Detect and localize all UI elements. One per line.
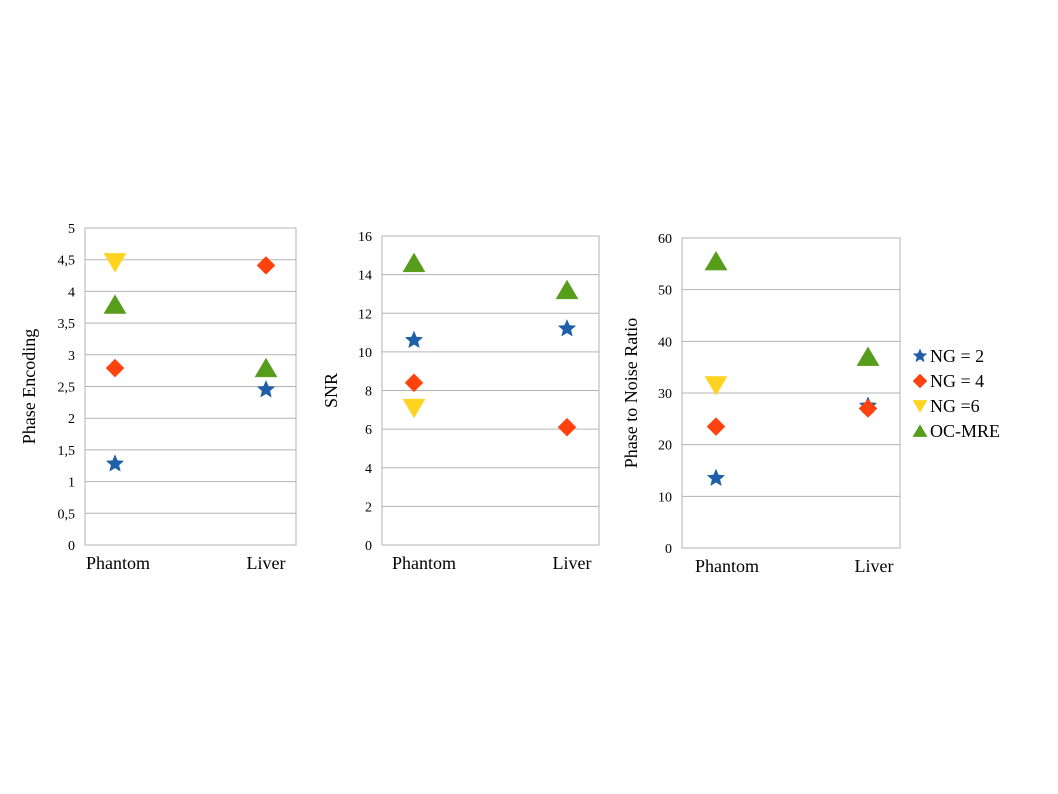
- y-tick-label: 1,5: [58, 444, 76, 459]
- y-tick-label: 2,5: [58, 381, 76, 396]
- y-tick-label: 16: [358, 230, 372, 245]
- diamond-icon: [912, 373, 928, 389]
- y-tick-label: 20: [658, 439, 672, 454]
- y-tick-label: 10: [658, 490, 672, 505]
- data-point-diamond: [557, 417, 577, 437]
- data-point-diamond: [858, 399, 878, 418]
- y-tick-label: 40: [658, 335, 672, 350]
- star-icon: [912, 348, 928, 363]
- y-tick-label: 3,5: [58, 317, 76, 332]
- x-category-label: Liver: [855, 556, 894, 576]
- data-point-triangle-up: [103, 294, 127, 314]
- data-point-diamond: [105, 358, 125, 378]
- data-point-triangle-up: [402, 252, 426, 273]
- legend-label: NG =6: [930, 396, 980, 416]
- legend-label: NG = 4: [930, 371, 984, 391]
- plot-frame: [84, 227, 297, 546]
- y-tick-label: 6: [365, 423, 372, 438]
- y-tick-label: 10: [358, 346, 372, 361]
- chart-panel-2: 0 2 4 6 8 10 12 14 16 Phantom Liver SNR: [321, 230, 600, 573]
- data-point-star: [256, 380, 276, 398]
- y-tick-label: 0: [68, 539, 75, 554]
- y-axis-label: Phase to Noise Ratio: [621, 318, 641, 469]
- x-category-label: Phantom: [392, 553, 456, 573]
- legend: NG = 2 NG = 4 NG =6 OC-MRE: [912, 346, 1000, 441]
- x-category-label: Phantom: [86, 553, 150, 573]
- data-point-diamond: [404, 373, 424, 393]
- data-point-triangle-down: [103, 253, 127, 273]
- plot-frame: [681, 237, 901, 549]
- data-point-star: [404, 330, 424, 349]
- triangle-up-icon: [912, 424, 928, 437]
- y-tick-label: 4: [68, 285, 75, 300]
- y-tick-label: 3: [68, 349, 75, 364]
- x-category-label: Phantom: [695, 556, 759, 576]
- y-tick-label: 2: [68, 412, 75, 427]
- chart-panel-3: 0 10 20 30 40 50 60 Phantom Liver Phase to Noise …: [621, 232, 901, 576]
- y-tick-label: 30: [658, 387, 672, 402]
- y-tick-label: 50: [658, 284, 672, 299]
- data-point-diamond: [256, 256, 276, 275]
- data-point-triangle-up: [254, 357, 278, 378]
- y-tick-label: 2: [365, 500, 372, 515]
- y-tick-label: 0: [665, 542, 672, 557]
- y-tick-label: 0,5: [58, 507, 76, 522]
- y-tick-label: 4,5: [58, 254, 76, 269]
- data-point-triangle-up: [555, 279, 579, 300]
- y-axis-label: SNR: [321, 373, 341, 408]
- data-point-star: [557, 319, 577, 337]
- chart-panel-1: 0 0,5 1 1,5 2 2,5 3 3,5 4 4,5 5 Phantom Liver Phase E…: [19, 222, 297, 573]
- y-tick-label: 4: [365, 462, 372, 477]
- data-point-star: [706, 468, 726, 487]
- y-tick-label: 8: [365, 385, 372, 400]
- data-point-triangle-down: [402, 398, 426, 419]
- data-point-triangle-up: [704, 250, 728, 271]
- data-point-diamond: [706, 417, 726, 436]
- y-tick-label: 0: [365, 539, 372, 554]
- x-category-label: Liver: [553, 553, 592, 573]
- y-tick-label: 14: [358, 269, 372, 284]
- data-point-star: [105, 454, 125, 472]
- y-tick-label: 1: [68, 476, 75, 491]
- x-category-label: Liver: [247, 553, 286, 573]
- plot-frame: [381, 235, 600, 546]
- legend-label: OC-MRE: [930, 421, 1000, 441]
- y-axis-label: Phase Encoding: [19, 329, 39, 444]
- y-tick-label: 60: [658, 232, 672, 247]
- triangle-down-icon: [912, 400, 928, 413]
- legend-label: NG = 2: [930, 346, 984, 366]
- y-tick-label: 5: [68, 222, 75, 237]
- y-tick-label: 12: [358, 307, 372, 322]
- data-point-triangle-down: [704, 376, 728, 396]
- data-point-triangle-up: [856, 346, 880, 366]
